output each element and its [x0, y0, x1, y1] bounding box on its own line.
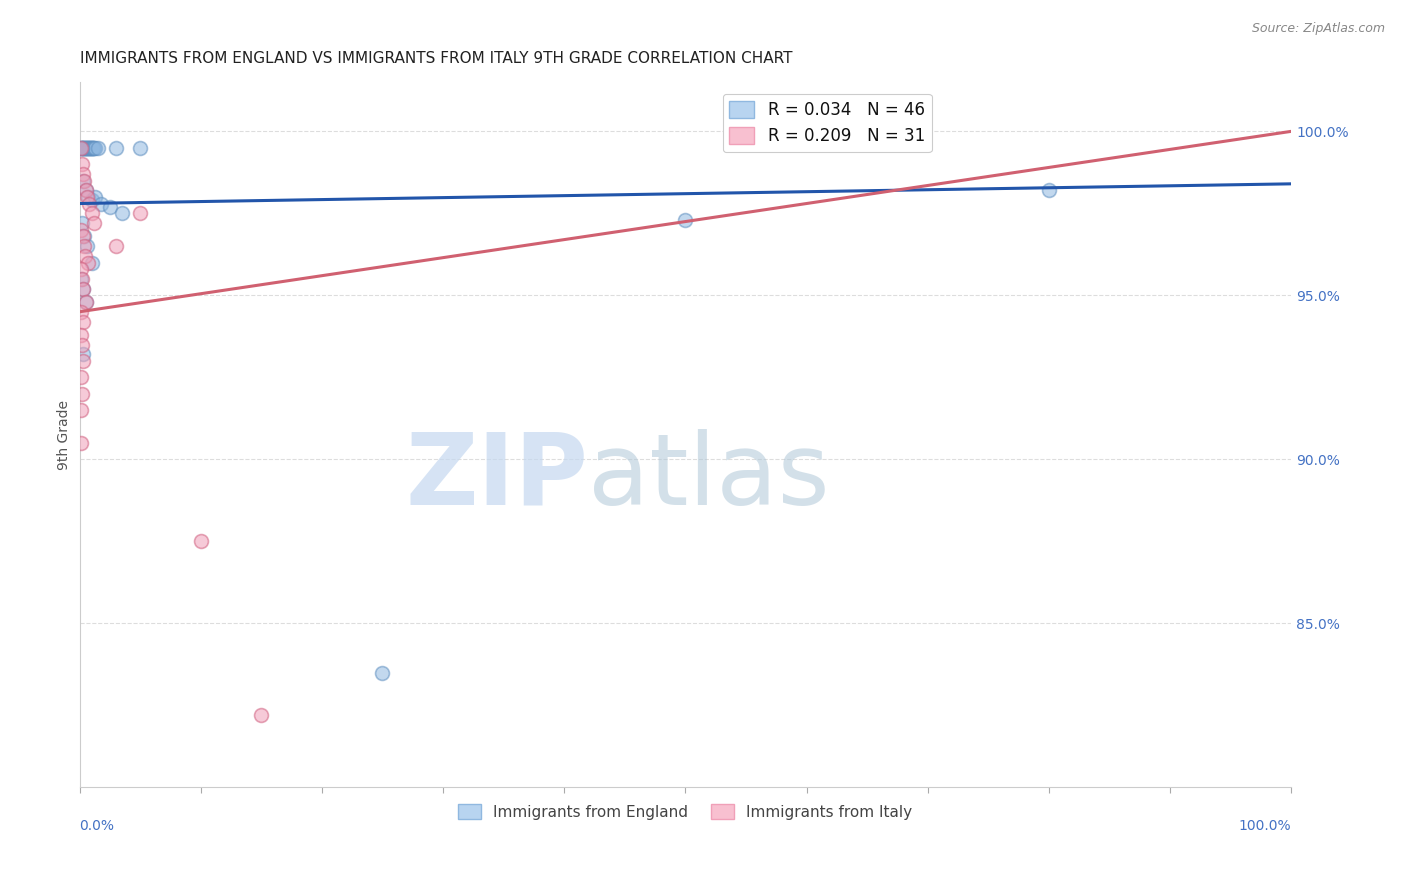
- Point: [72, 347, 94, 361]
- Text: IMMIGRANTS FROM ENGLAND VS IMMIGRANTS FROM ITALY 9TH GRADE CORRELATION CHART: IMMIGRANTS FROM ENGLAND VS IMMIGRANTS FR…: [80, 51, 792, 66]
- Point: [76, 239, 98, 253]
- Point: [70, 272, 93, 286]
- Point: [86, 141, 108, 155]
- Point: [76, 190, 98, 204]
- Point: [77, 196, 100, 211]
- Point: [79, 141, 101, 155]
- Point: [84, 190, 107, 204]
- Point: [77, 190, 100, 204]
- Point: [75, 294, 97, 309]
- Point: [250, 708, 273, 723]
- Point: [70, 141, 93, 155]
- Point: [80, 141, 103, 155]
- Point: [70, 141, 93, 155]
- Point: [72, 173, 94, 187]
- Point: [75, 183, 97, 197]
- Point: [82, 141, 104, 155]
- Point: [104, 141, 127, 155]
- Point: [72, 282, 94, 296]
- Point: [72, 229, 94, 244]
- Point: [73, 249, 96, 263]
- Point: [69, 403, 91, 417]
- Point: [80, 206, 103, 220]
- Point: [79, 141, 101, 155]
- Point: [70, 223, 93, 237]
- Point: [70, 216, 93, 230]
- Point: [75, 183, 97, 197]
- Text: atlas: atlas: [589, 429, 830, 525]
- Point: [75, 141, 97, 155]
- Point: [111, 206, 134, 220]
- Point: [76, 141, 98, 155]
- Point: [75, 294, 97, 309]
- Point: [72, 354, 94, 368]
- Point: [72, 282, 94, 296]
- Point: [77, 141, 100, 155]
- Point: [190, 534, 212, 549]
- Point: [73, 141, 96, 155]
- Point: [80, 255, 103, 269]
- Point: [70, 386, 93, 401]
- Point: [73, 239, 96, 253]
- Point: [69, 262, 91, 277]
- Point: [70, 272, 93, 286]
- Point: [72, 167, 94, 181]
- Point: [104, 239, 127, 253]
- Point: [83, 216, 105, 230]
- Point: [73, 141, 96, 155]
- Point: [673, 213, 696, 227]
- Text: Source: ZipAtlas.com: Source: ZipAtlas.com: [1251, 22, 1385, 36]
- Point: [1038, 183, 1060, 197]
- Point: [73, 141, 96, 155]
- Point: [83, 141, 105, 155]
- Point: [76, 141, 98, 155]
- Point: [72, 141, 94, 155]
- Point: [82, 141, 104, 155]
- Point: [69, 327, 91, 342]
- Text: 0.0%: 0.0%: [80, 819, 114, 833]
- Point: [80, 141, 103, 155]
- Point: [72, 315, 94, 329]
- Point: [77, 255, 100, 269]
- Point: [82, 141, 104, 155]
- Point: [129, 141, 152, 155]
- Point: [77, 141, 100, 155]
- Point: [129, 206, 152, 220]
- Point: [72, 141, 94, 155]
- Point: [371, 665, 394, 680]
- Point: [90, 196, 112, 211]
- Point: [69, 436, 91, 450]
- Text: ZIP: ZIP: [405, 429, 589, 525]
- Point: [77, 141, 100, 155]
- Point: [73, 229, 96, 244]
- Point: [69, 370, 91, 384]
- Text: 100.0%: 100.0%: [1239, 819, 1291, 833]
- Point: [84, 141, 107, 155]
- Point: [75, 141, 97, 155]
- Point: [98, 200, 121, 214]
- Point: [70, 141, 93, 155]
- Point: [70, 157, 93, 171]
- Point: [73, 173, 96, 187]
- Point: [70, 337, 93, 351]
- Point: [70, 305, 93, 319]
- Y-axis label: 9th Grade: 9th Grade: [58, 400, 72, 470]
- Point: [80, 193, 103, 207]
- Point: [69, 141, 91, 155]
- Point: [69, 141, 91, 155]
- Legend: Immigrants from England, Immigrants from Italy: Immigrants from England, Immigrants from…: [453, 797, 918, 826]
